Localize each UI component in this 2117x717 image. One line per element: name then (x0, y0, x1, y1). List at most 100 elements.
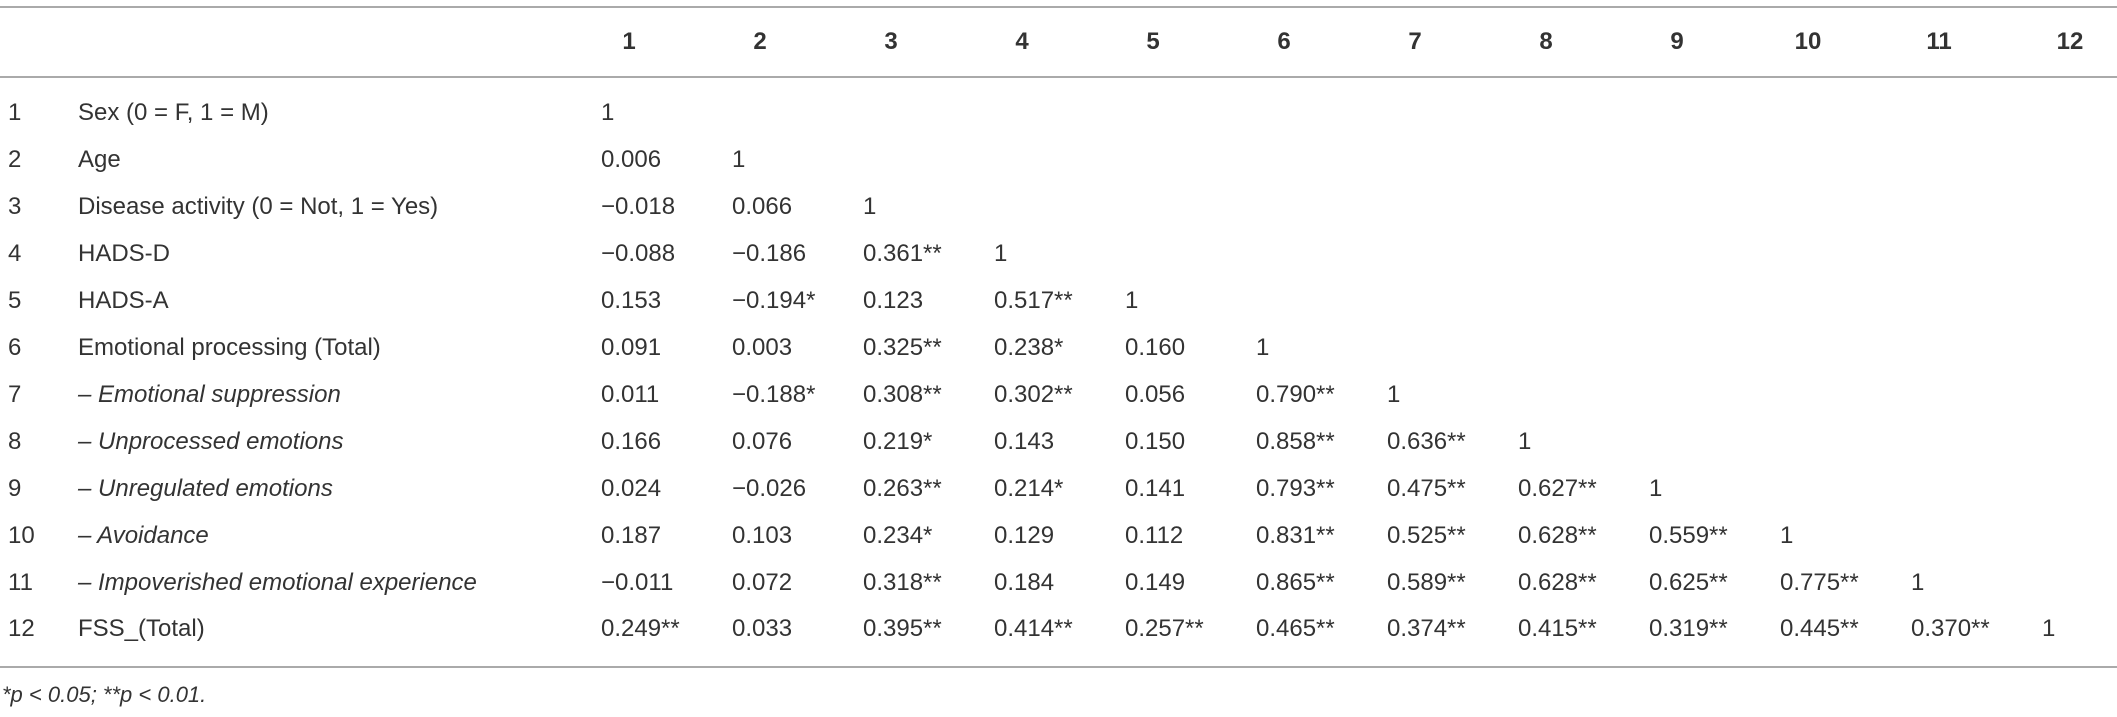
correlation-cell: 1 (994, 239, 1008, 267)
empty-cell (1911, 136, 2042, 183)
empty-cell (1649, 277, 1780, 324)
empty-cell (1256, 230, 1387, 277)
empty-cell (1649, 183, 1780, 230)
empty-cell (1256, 277, 1387, 324)
correlation-cell: 0.033 (732, 615, 793, 642)
row-label: HADS-A (78, 286, 169, 314)
column-header-cell: 4 (994, 7, 1125, 77)
column-header: 5 (1146, 28, 1160, 55)
correlation-cell: 1 (601, 99, 615, 126)
column-header: 8 (1539, 28, 1553, 55)
empty-header (0, 7, 78, 77)
empty-cell (1125, 183, 1256, 230)
empty-cell (1780, 418, 1911, 465)
row-label: – Impoverished emotional experience (78, 568, 477, 596)
correlation-cell: 0.627** (1518, 474, 1597, 502)
correlation-cell: 0.628** (1518, 568, 1597, 596)
column-header-cell: 3 (863, 7, 994, 77)
correlation-cell: 1 (732, 145, 746, 173)
empty-cell (1649, 371, 1780, 418)
column-header-cell: 8 (1518, 7, 1649, 77)
table-row: 1 Sex (0 = F, 1 = M) 1 (0, 77, 2117, 136)
correlation-cell: 0.011 (601, 380, 660, 408)
row-index: 9 (8, 474, 22, 502)
column-header-cell: 11 (1911, 7, 2042, 77)
row-label: – Unregulated emotions (78, 474, 333, 502)
header-row: 1 2 3 4 5 6 7 8 9 10 11 12 (0, 7, 2117, 77)
correlation-cell: 1 (1387, 380, 1401, 408)
empty-cell (2042, 277, 2117, 324)
table-row: 6 Emotional processing (Total) 0.091 0.003 0… (0, 324, 2117, 371)
row-label: Emotional processing (Total) (78, 333, 381, 361)
column-header-cell: 7 (1387, 7, 1518, 77)
correlation-cell: −0.186 (732, 239, 807, 267)
correlation-cell: 1 (1125, 286, 1139, 314)
correlation-cell: 0.024 (601, 474, 662, 502)
table-row: 4 HADS-D −0.088 −0.186 0.361** 1 (0, 230, 2117, 277)
empty-cell (2042, 418, 2117, 465)
correlation-cell: 0.143 (994, 427, 1055, 455)
correlation-cell: 0.395** (863, 615, 942, 642)
correlation-cell: 0.589** (1387, 568, 1466, 596)
empty-cell (1518, 77, 1649, 136)
row-index: 10 (8, 521, 35, 549)
correlation-cell: 1 (863, 192, 877, 220)
row-index: 12 (8, 615, 35, 642)
correlation-cell: 0.150 (1125, 427, 1186, 455)
empty-cell (2042, 136, 2117, 183)
correlation-cell: 0.234* (863, 521, 933, 549)
correlation-cell: 1 (1256, 333, 1270, 361)
column-header: 7 (1408, 28, 1422, 55)
column-header: 6 (1277, 28, 1291, 55)
row-label: – Emotional suppression (78, 380, 341, 408)
correlation-cell: 0.187 (601, 521, 662, 549)
correlation-cell: 0.066 (732, 192, 793, 220)
correlation-cell: 0.831** (1256, 521, 1335, 549)
correlation-cell: 0.129 (994, 521, 1055, 549)
empty-cell (1387, 324, 1518, 371)
correlation-cell: 0.775** (1780, 568, 1859, 596)
correlation-cell: 0.238* (994, 333, 1064, 361)
correlation-cell: 0.091 (601, 333, 662, 361)
correlation-cell: 0.370** (1911, 615, 1990, 642)
correlation-cell: −0.018 (601, 192, 676, 220)
column-header-cell: 5 (1125, 7, 1256, 77)
empty-cell (1780, 465, 1911, 512)
correlation-cell: 0.249** (601, 615, 680, 642)
correlation-cell: 0.628** (1518, 521, 1597, 549)
empty-cell (2042, 183, 2117, 230)
empty-cell (2042, 324, 2117, 371)
row-label: Disease activity (0 = Not, 1 = Yes) (78, 192, 439, 220)
correlation-cell: 1 (1518, 427, 1532, 455)
table-row: 5 HADS-A 0.153 −0.194* 0.123 0.517** 1 (0, 277, 2117, 324)
correlation-cell: 0.525** (1387, 521, 1466, 549)
correlation-cell: 0.257** (1125, 615, 1204, 642)
correlation-cell: −0.026 (732, 474, 807, 502)
row-index: 5 (8, 286, 22, 314)
correlation-cell: 0.374** (1387, 615, 1466, 642)
empty-cell (1911, 418, 2042, 465)
empty-cell (1911, 230, 2042, 277)
table-header: 1 2 3 4 5 6 7 8 9 10 11 12 (0, 7, 2117, 77)
empty-cell (1518, 324, 1649, 371)
row-label: FSS_(Total) (78, 615, 205, 642)
correlation-cell: 0.559** (1649, 521, 1728, 549)
column-header: 3 (884, 28, 898, 55)
table-row: 12 FSS_(Total) 0.249** 0.033 0.395** 0.414** 0… (0, 606, 2117, 667)
correlation-table: 1 2 3 4 5 6 7 8 9 10 11 12 1 Sex (0 = F, 1 = M) 1 2 Age… (0, 6, 2117, 668)
empty-cell (1125, 230, 1256, 277)
row-index: 1 (8, 99, 22, 126)
column-header-cell: 1 (601, 7, 732, 77)
column-header-cell: 9 (1649, 7, 1780, 77)
correlation-cell: 0.141 (1125, 474, 1186, 502)
correlation-cell: 0.465** (1256, 615, 1335, 642)
correlation-cell: −0.194* (732, 286, 816, 314)
row-index: 8 (8, 427, 22, 455)
empty-cell (1780, 324, 1911, 371)
correlation-cell: 0.858** (1256, 427, 1335, 455)
row-index: 2 (8, 145, 22, 173)
empty-cell (1387, 77, 1518, 136)
empty-cell (1649, 77, 1780, 136)
empty-cell (1780, 136, 1911, 183)
